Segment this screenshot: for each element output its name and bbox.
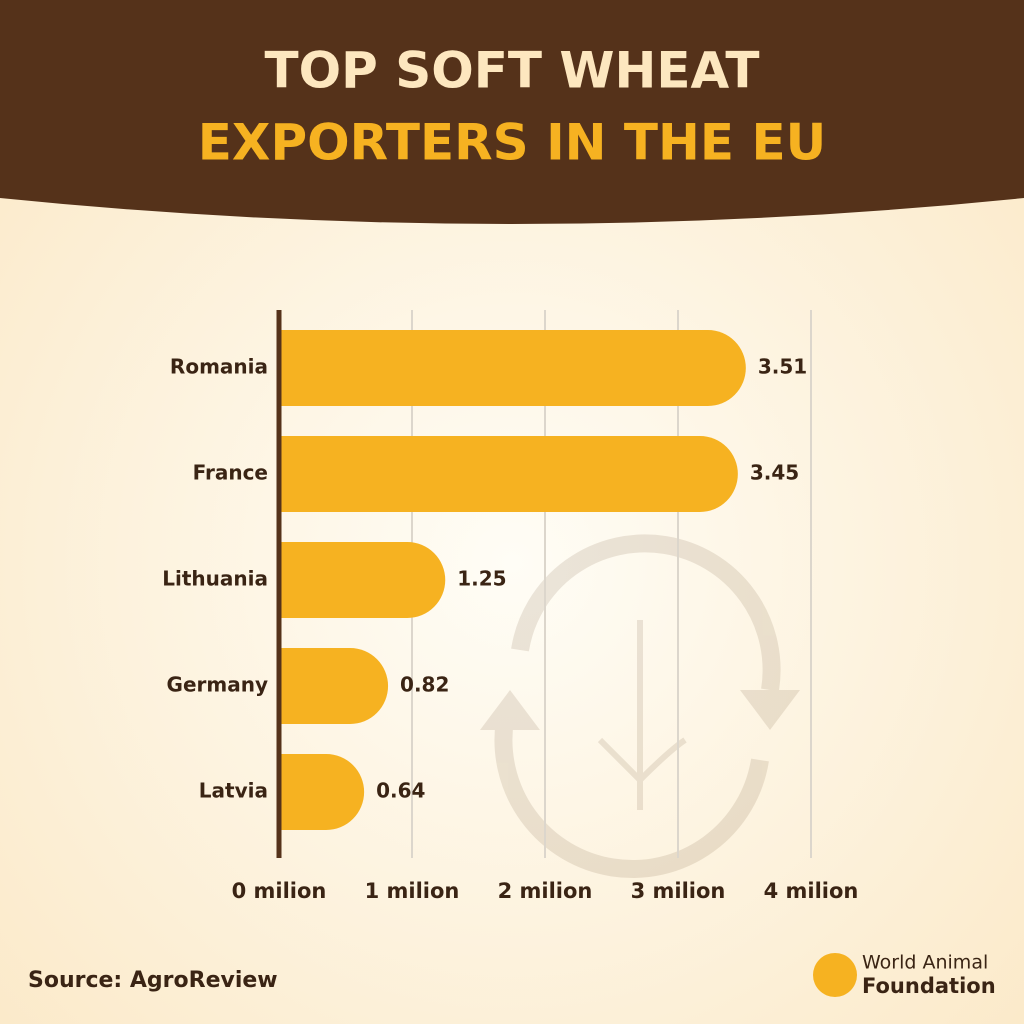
y-tick-label: Germany (167, 673, 268, 697)
header-band (0, 0, 1024, 224)
value-label: 3.51 (758, 355, 807, 379)
plot: 0 milion 1 milion 2 milion 3 milion 4 milion… (162, 310, 858, 903)
y-tick-label: Latvia (199, 779, 268, 803)
x-tick-label: 4 milion (764, 879, 859, 903)
bar (279, 648, 389, 724)
x-tick-label: 3 milion (631, 879, 726, 903)
x-tick-label: 0 milion (232, 879, 327, 903)
bar (279, 542, 446, 618)
logo-text: Foundation (862, 974, 996, 998)
title-line: TOP SOFT WHEAT (265, 42, 760, 100)
value-label: 0.64 (376, 779, 425, 803)
logo-icon (813, 953, 857, 997)
y-tick-label: France (193, 461, 268, 485)
logo-text: World Animal (862, 952, 988, 974)
source: Source: AgroReview (28, 968, 278, 993)
value-label: 0.82 (400, 673, 449, 697)
decor-icon (480, 534, 800, 879)
bar (279, 330, 746, 406)
title-line: EXPORTERS IN THE EU (198, 114, 826, 172)
x-tick-label: 2 milion (498, 879, 593, 903)
bar (279, 754, 365, 830)
y-tick-label: Lithuania (162, 567, 268, 591)
value-label: 3.45 (750, 461, 799, 485)
value-label: 1.25 (457, 567, 506, 591)
y-tick-label: Romania (170, 355, 268, 379)
x-tick-label: 1 milion (365, 879, 460, 903)
bar (279, 436, 738, 512)
